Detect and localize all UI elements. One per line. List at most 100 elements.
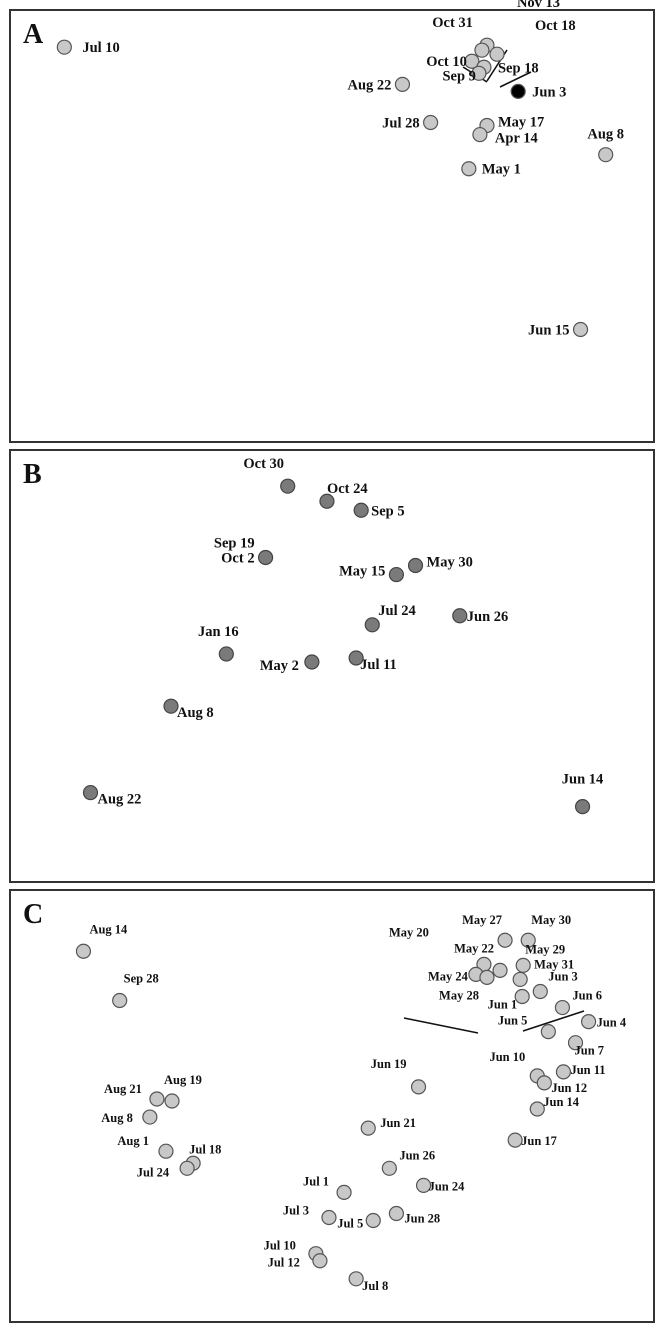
point-label-jul-3: Jul 3 <box>283 1204 309 1218</box>
data-point-aug-14 <box>75 943 92 959</box>
data-point-jun-1 <box>514 988 530 1005</box>
point-label-aug-22: Aug 22 <box>98 792 142 808</box>
point-label-oct-18: Oct 18 <box>535 18 576 34</box>
point-label-jan-16: Jan 16 <box>198 624 239 640</box>
data-point-jun-24 <box>415 1177 432 1193</box>
point-label-jun-1: Jun 1 <box>488 997 518 1011</box>
panel-a: A Jul 10 Nov 13 Oct 31 Oct 18 Oct 10 Sep 18 Sep… <box>9 0 655 443</box>
point-label-jul-12: Jul 12 <box>268 1256 300 1270</box>
point-label-may-30: May 30 <box>427 555 473 571</box>
data-point-jun-14 <box>529 1101 545 1117</box>
point-label-jul-28: Jul 28 <box>382 116 419 132</box>
data-point-aug-22 <box>394 76 411 92</box>
data-point-jul-1 <box>336 1184 352 1201</box>
point-label-jul-24: Jul 24 <box>378 603 415 619</box>
point-label-sep-18: Sep 18 <box>498 60 539 76</box>
data-point-sep-19-oct-2 <box>257 549 274 566</box>
data-point-apr-14 <box>472 126 488 143</box>
data-point-jul-10 <box>56 39 72 55</box>
point-label-jun-14: Jun 14 <box>543 1095 580 1109</box>
data-point-aug-8 <box>598 147 614 163</box>
point-label-jun-17: Jun 17 <box>521 1134 557 1148</box>
point-label-jul-10: Jul 10 <box>264 1239 296 1253</box>
point-label-jun-6: Jun 6 <box>572 989 602 1003</box>
data-point-sep-9 <box>471 65 487 81</box>
point-label-jun-14: Jun 14 <box>562 772 604 788</box>
data-point-jul-8 <box>348 1271 364 1287</box>
data-point-may-2 <box>304 654 320 670</box>
data-point-may-30 <box>407 557 424 574</box>
data-point-jun-15 <box>572 321 589 338</box>
data-point-jul-12 <box>312 1253 328 1269</box>
point-label-may-15: May 15 <box>339 564 385 580</box>
point-label-oct-10: Oct 10 <box>426 54 467 70</box>
data-point-jul-11 <box>348 650 364 666</box>
point-label-aug-8: Aug 8 <box>101 1111 133 1125</box>
point-label-sep-28: Sep 28 <box>124 972 159 986</box>
point-label-aug-8: Aug 8 <box>587 127 624 143</box>
point-label-jun-26: Jun 26 <box>467 609 509 625</box>
data-point-may-1 <box>461 161 477 177</box>
data-point-jun-6 <box>554 999 571 1016</box>
point-label-jun-3: Jun 3 <box>548 969 578 983</box>
data-point-jun-11 <box>555 1064 572 1080</box>
data-point-oct-30 <box>280 478 296 494</box>
data-point-jun-17 <box>507 1132 523 1148</box>
data-point-may-22 <box>492 962 508 978</box>
data-point-jun-26 <box>381 1160 397 1176</box>
point-label-jul-8: Jul 8 <box>362 1279 388 1293</box>
point-label-may-29: May 29 <box>525 942 565 956</box>
data-point-aug-21 <box>149 1091 165 1107</box>
data-point-may-31 <box>512 971 528 988</box>
point-label-sep-9: Sep 9 <box>442 68 475 84</box>
leader-line <box>403 1017 479 1034</box>
point-label-jun-7: Jun 7 <box>575 1044 605 1058</box>
point-label-apr-14: Apr 14 <box>495 131 538 147</box>
point-label-jul-24: Jul 24 <box>137 1165 170 1179</box>
point-label-jun-15: Jun 15 <box>528 322 570 338</box>
point-label-jul-11: Jul 11 <box>360 657 397 673</box>
point-label-aug-14: Aug 14 <box>89 922 128 936</box>
point-label-oct-31: Oct 31 <box>432 15 473 31</box>
point-label-jun-26: Jun 26 <box>399 1148 435 1162</box>
data-point-sep-5 <box>353 502 369 518</box>
data-point-jun-21 <box>360 1120 376 1136</box>
point-label-aug-8: Aug 8 <box>177 705 214 721</box>
data-point-jun-28 <box>388 1205 404 1222</box>
point-label-may-24: May 24 <box>428 969 469 983</box>
point-label-jun-12: Jun 12 <box>551 1081 587 1095</box>
point-label-sep-19-oct-2: Sep 19 Oct 2 <box>214 535 255 566</box>
panel-letter: C <box>23 899 43 930</box>
point-label-jun-24: Jun 24 <box>429 1179 466 1193</box>
point-label-may-27: May 27 <box>462 913 502 927</box>
point-label-aug-21: Aug 21 <box>104 1082 142 1096</box>
data-point-jul-28 <box>423 114 439 131</box>
point-label-nov-13: Nov 13 <box>517 0 560 11</box>
point-label-sep-5: Sep 5 <box>371 503 404 519</box>
data-point-aug-1 <box>158 1143 174 1159</box>
point-label-jun-4: Jun 4 <box>597 1016 627 1030</box>
point-label-may-17: May 17 <box>498 115 544 131</box>
point-label-jun-3: Jun 3 <box>532 84 566 100</box>
point-label-jul-10: Jul 10 <box>82 40 119 56</box>
point-label-jun-21: Jun 21 <box>380 1116 416 1130</box>
panel-frame <box>9 449 655 883</box>
data-point-may-29 <box>515 957 531 973</box>
panel-frame <box>9 9 655 443</box>
data-point-aug-19 <box>164 1093 180 1109</box>
point-label-jun-11: Jun 11 <box>570 1063 605 1077</box>
point-label-oct-24: Oct 24 <box>327 481 368 497</box>
data-point-jul-5 <box>365 1212 381 1229</box>
data-point-jul-24 <box>179 1160 195 1176</box>
data-point-jun-19 <box>410 1079 427 1095</box>
data-point-jun-3 <box>510 83 526 99</box>
data-point-may-15 <box>388 566 404 583</box>
point-label-oct-30: Oct 30 <box>243 456 284 472</box>
panel-frame <box>9 889 655 1323</box>
data-point-jun-12 <box>536 1075 552 1091</box>
point-label-may-2: May 2 <box>260 658 299 674</box>
point-label-may-1: May 1 <box>482 162 521 178</box>
data-point-jan-16 <box>218 646 234 662</box>
panel-letter: A <box>23 19 44 50</box>
